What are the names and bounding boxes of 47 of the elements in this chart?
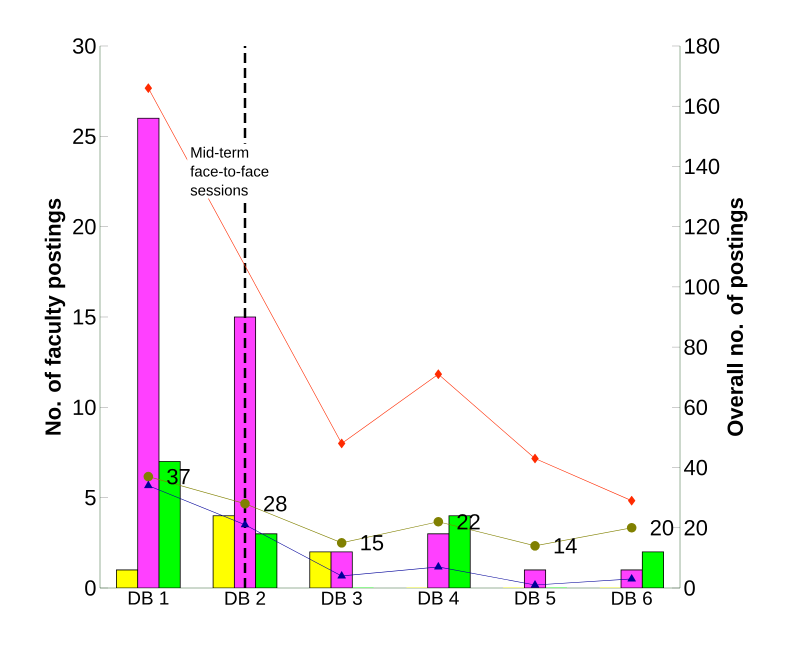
y-tick-label: 25	[73, 128, 96, 144]
y-tick-label: 10	[74, 400, 96, 416]
point	[144, 480, 153, 488]
point	[530, 541, 540, 551]
point	[240, 520, 250, 528]
point	[531, 454, 539, 464]
point	[434, 516, 444, 527]
y2-tick-label: 80	[684, 339, 708, 355]
point	[434, 369, 442, 379]
y2-tick-label: 160	[685, 98, 720, 114]
point	[240, 498, 250, 508]
y2-axis-title: Overall no. of postings	[726, 198, 748, 436]
y2-tick-label: 100	[685, 279, 720, 295]
point	[626, 522, 636, 533]
y2-tick-label: 60	[684, 400, 708, 416]
x-tick-label: DB 1	[128, 592, 168, 605]
y2-tick-label: 20	[684, 520, 708, 536]
y-tick-label: 0	[85, 580, 96, 596]
y2-tick-label: 0	[684, 580, 695, 596]
point	[434, 562, 443, 570]
y2-tick-label: 40	[684, 460, 708, 476]
y-tick-label: 20	[73, 218, 96, 234]
y2-tick-label: 120	[685, 218, 720, 234]
point	[337, 571, 346, 578]
point	[530, 580, 540, 588]
point	[336, 538, 346, 548]
point	[628, 496, 636, 506]
y2-tick-label: 180	[685, 38, 720, 54]
y-tick-label: 15	[74, 309, 96, 325]
point	[338, 438, 346, 448]
data-label: 14	[554, 538, 577, 554]
y2-tick-label: 140	[685, 158, 720, 174]
x-tick-label: DB 2	[226, 592, 266, 605]
y-tick-label: 30	[72, 38, 96, 54]
y-tick-label: 5	[85, 490, 96, 506]
x-tick-label: DB 3	[322, 592, 362, 605]
data-label: 28	[264, 496, 286, 512]
y-axis-title: No. of faculty postings	[44, 198, 66, 435]
data-label: 20	[650, 520, 674, 536]
data-label: 15	[361, 535, 384, 550]
point	[627, 574, 636, 582]
point	[144, 472, 154, 482]
x-tick-label: DB 4	[418, 592, 459, 605]
annotation: Mid-term face-to-face sessions	[190, 146, 268, 196]
x-tick-label: DB 6	[612, 592, 652, 605]
x-tick-label: DB 5	[516, 592, 556, 605]
point	[144, 83, 152, 93]
